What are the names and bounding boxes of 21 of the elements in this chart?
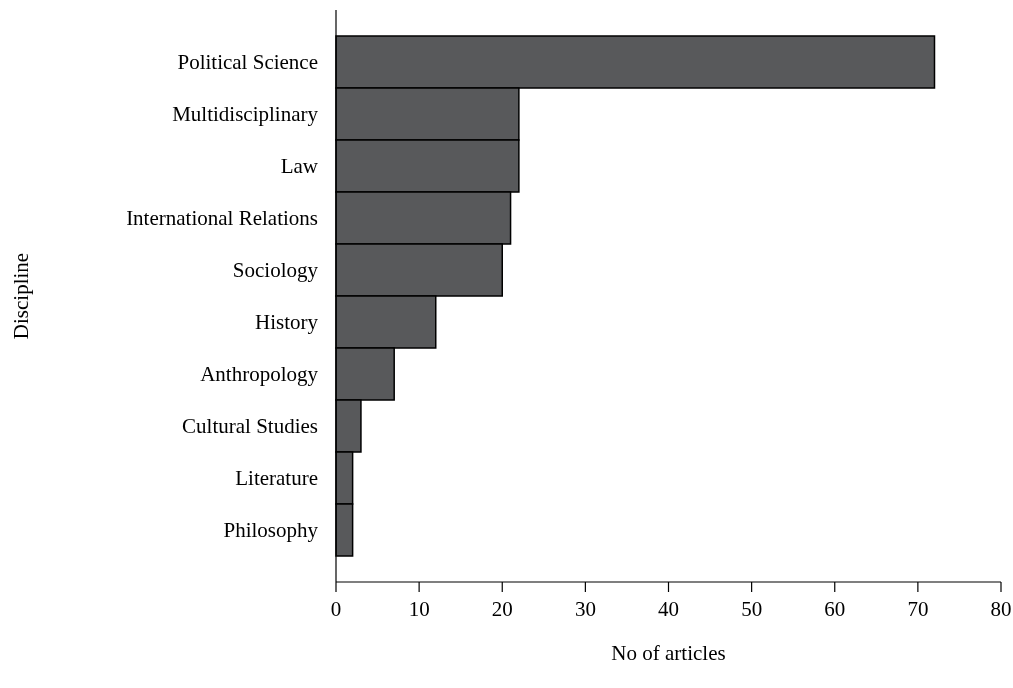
x-axis-title: No of articles: [611, 641, 726, 665]
x-tick-label: 0: [330, 597, 342, 621]
y-tick-label: Multidisciplinary: [172, 102, 319, 126]
y-tick-label: International Relations: [126, 206, 318, 230]
x-tick-label: 80: [990, 597, 1012, 621]
y-tick-label: Sociology: [232, 258, 319, 282]
y-tick-label: Philosophy: [223, 518, 319, 542]
y-tick-label: History: [255, 310, 319, 334]
x-tick-label: 60: [824, 597, 846, 621]
y-tick-label: Literature: [235, 466, 318, 490]
y-tick-label: Cultural Studies: [182, 414, 318, 438]
x-tick-label: 50: [741, 597, 763, 621]
x-tick-label: 10: [408, 597, 430, 621]
y-axis-title: Discipline: [9, 252, 33, 340]
y-tick-label: Law: [280, 154, 319, 178]
y-tick-label: Political Science: [177, 50, 318, 74]
x-tick-label: 30: [574, 597, 596, 621]
x-tick-label: 70: [907, 597, 929, 621]
x-tick-label: 40: [658, 597, 679, 621]
x-tick-label: 20: [491, 597, 513, 621]
y-tick-label: Anthropology: [200, 362, 319, 386]
